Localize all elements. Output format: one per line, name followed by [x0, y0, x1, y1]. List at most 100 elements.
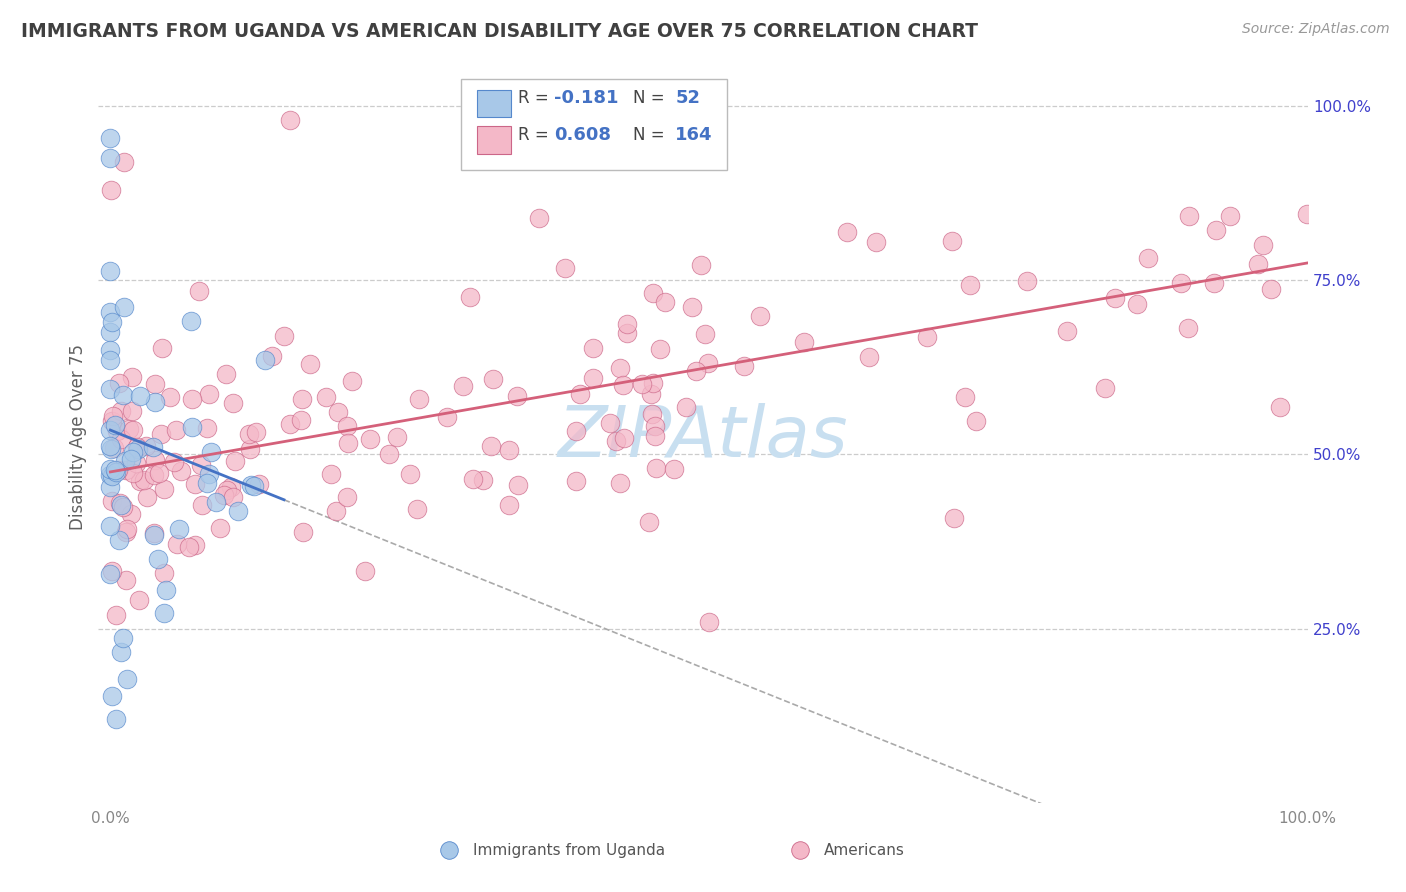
- Point: [100, 353, 122, 368]
- Point: [100, 183, 122, 197]
- Point: [159, 390, 181, 404]
- Point: [387, 430, 409, 444]
- Point: [240, 478, 263, 492]
- Point: [100, 325, 122, 339]
- Point: [239, 442, 262, 457]
- Point: [122, 467, 145, 481]
- Point: [696, 356, 718, 370]
- Point: [110, 645, 132, 659]
- Text: Immigrants from Uganda: Immigrants from Uganda: [474, 843, 665, 858]
- Point: [108, 533, 131, 547]
- Point: [105, 712, 128, 726]
- Point: [125, 440, 148, 454]
- Point: [599, 416, 621, 430]
- Point: [319, 467, 342, 482]
- Point: [143, 394, 166, 409]
- Point: [326, 405, 349, 419]
- Point: [472, 473, 495, 487]
- Point: [111, 388, 134, 402]
- Point: [359, 433, 381, 447]
- Point: [336, 491, 359, 505]
- Point: [190, 458, 212, 472]
- Point: [155, 582, 177, 597]
- Point: [612, 378, 634, 392]
- Point: [100, 480, 122, 494]
- Point: [108, 495, 131, 509]
- Text: R =: R =: [517, 126, 554, 144]
- Point: [1094, 381, 1116, 395]
- Point: [1126, 296, 1149, 310]
- Point: [107, 463, 129, 477]
- Point: [142, 528, 165, 542]
- Point: [315, 390, 337, 404]
- Point: [1056, 324, 1078, 338]
- Point: [1015, 274, 1038, 288]
- Point: [613, 431, 636, 445]
- Point: [100, 131, 122, 145]
- Point: [399, 467, 422, 481]
- Point: [941, 234, 963, 248]
- Text: R =: R =: [517, 89, 554, 107]
- Point: [616, 317, 638, 331]
- Point: [675, 400, 697, 414]
- Point: [195, 420, 218, 434]
- Point: [1251, 238, 1274, 252]
- Point: [100, 439, 122, 453]
- Point: [114, 453, 136, 467]
- Text: 164: 164: [675, 126, 713, 144]
- Text: Source: ZipAtlas.com: Source: ZipAtlas.com: [1241, 22, 1389, 37]
- Point: [142, 468, 165, 483]
- Point: [191, 498, 214, 512]
- Point: [377, 447, 399, 461]
- Point: [132, 473, 155, 487]
- Point: [690, 258, 713, 272]
- Point: [103, 409, 125, 423]
- Point: [142, 526, 165, 541]
- Point: [446, 841, 468, 855]
- Point: [631, 377, 654, 392]
- Point: [253, 352, 276, 367]
- Point: [408, 392, 430, 406]
- Text: N =: N =: [633, 126, 665, 144]
- Point: [143, 376, 166, 391]
- Point: [180, 314, 202, 328]
- Point: [605, 434, 627, 448]
- Point: [243, 479, 266, 493]
- Point: [865, 235, 887, 249]
- Point: [184, 538, 207, 552]
- Point: [291, 392, 314, 406]
- Point: [181, 392, 204, 406]
- Point: [105, 466, 128, 480]
- Bar: [477, 90, 510, 118]
- Point: [100, 467, 122, 482]
- Point: [183, 476, 205, 491]
- Point: [118, 422, 141, 436]
- Point: [100, 518, 122, 533]
- Point: [641, 376, 664, 391]
- Point: [569, 387, 592, 401]
- Point: [200, 445, 222, 459]
- Point: [616, 326, 638, 341]
- Point: [120, 452, 142, 467]
- Point: [104, 608, 127, 623]
- Point: [100, 423, 122, 437]
- Point: [554, 261, 576, 276]
- Point: [100, 461, 122, 475]
- Point: [224, 453, 246, 467]
- Point: [529, 211, 551, 225]
- Point: [100, 689, 122, 703]
- Point: [115, 463, 138, 477]
- Point: [955, 390, 977, 404]
- Point: [101, 468, 124, 483]
- Point: [697, 615, 720, 629]
- Point: [405, 501, 427, 516]
- Point: [1268, 400, 1291, 414]
- Text: 0.608: 0.608: [554, 126, 612, 144]
- Point: [148, 466, 170, 480]
- Point: [127, 442, 149, 456]
- Point: [648, 342, 671, 356]
- Point: [508, 478, 530, 492]
- Point: [1296, 207, 1319, 221]
- Point: [290, 412, 312, 426]
- Point: [943, 511, 966, 525]
